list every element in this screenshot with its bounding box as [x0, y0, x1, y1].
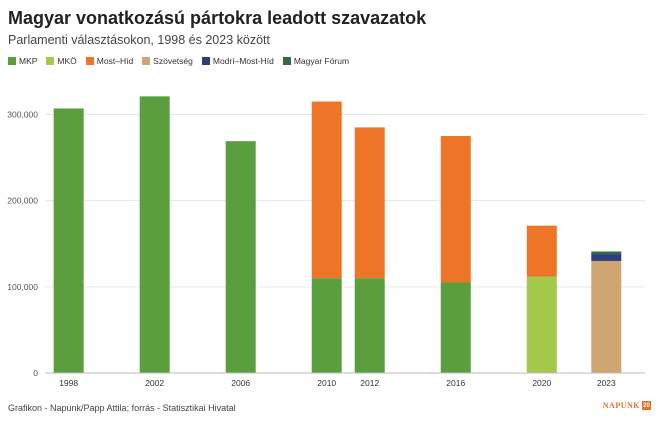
- bar-segment[interactable]: [526, 225, 557, 277]
- y-tick-label: 200,000: [7, 196, 38, 206]
- legend-label-magyar-forum: Magyar Fórum: [293, 56, 350, 66]
- legend-swatch-szovetseg: [142, 57, 151, 65]
- bar-segment[interactable]: [591, 251, 622, 255]
- legend-label-most-hid: Most–Híd: [96, 56, 134, 66]
- x-tick-label: 1998: [59, 378, 78, 388]
- bar-segment[interactable]: [225, 141, 256, 373]
- x-tick-label: 2020: [532, 378, 551, 388]
- legend: MKP MKÖ Most–Híd Szövetség Modrí–Most-Hí…: [8, 56, 349, 66]
- logo-text: NAPUNK: [602, 401, 640, 410]
- bar-segment[interactable]: [354, 127, 385, 279]
- legend-item-modri-most-hid[interactable]: Modrí–Most-Híd: [201, 56, 274, 66]
- napunk-logo: NAPUNK 20: [603, 401, 651, 410]
- x-tick-label: 2012: [360, 378, 379, 388]
- legend-item-szovetseg[interactable]: Szövetség: [142, 56, 193, 66]
- x-tick-label: 2006: [231, 378, 250, 388]
- bar-segment[interactable]: [440, 136, 471, 283]
- bar-segment[interactable]: [591, 254, 622, 261]
- bar-segment[interactable]: [53, 108, 84, 373]
- x-tick-label: 2010: [317, 378, 336, 388]
- x-tick-label: 2023: [597, 378, 616, 388]
- bar-segment[interactable]: [440, 282, 471, 373]
- bar-segment[interactable]: [526, 276, 557, 373]
- legend-item-magyar-forum[interactable]: Magyar Fórum: [282, 56, 350, 66]
- chart-title: Magyar vonatkozású pártokra leadott szav…: [8, 8, 427, 28]
- legend-swatch-mkp: [8, 57, 16, 65]
- legend-item-mkp[interactable]: MKP: [8, 56, 37, 66]
- legend-item-most-hid[interactable]: Most–Híd: [85, 56, 134, 66]
- legend-swatch-modri-most-hid: [201, 57, 210, 65]
- bar-segment[interactable]: [311, 278, 342, 373]
- bar-segment[interactable]: [354, 278, 385, 373]
- x-tick-label: 2016: [446, 378, 465, 388]
- x-tick-label: 2002: [145, 378, 164, 388]
- bar-segment[interactable]: [311, 101, 342, 279]
- legend-swatch-most-hid: [85, 57, 94, 65]
- bar-segment[interactable]: [139, 96, 170, 373]
- legend-label-modri-most-hid: Modrí–Most-Híd: [212, 56, 274, 66]
- chart-subtitle: Parlamenti választásokon, 1998 és 2023 k…: [8, 33, 270, 47]
- legend-label-mko: MKÖ: [57, 56, 77, 66]
- y-tick-label: 100,000: [7, 282, 38, 292]
- logo-badge: 20: [642, 401, 651, 410]
- source-credit: Grafikon - Napunk/Papp Attila; forrás - …: [8, 403, 236, 413]
- bar-segment[interactable]: [591, 260, 622, 373]
- y-tick-label: 300,000: [7, 109, 38, 119]
- y-tick-label: 0: [33, 368, 38, 378]
- legend-label-mkp: MKP: [19, 56, 38, 66]
- legend-swatch-mko: [46, 57, 55, 65]
- legend-swatch-magyar-forum: [282, 57, 291, 65]
- legend-item-mko[interactable]: MKÖ: [46, 56, 77, 66]
- legend-label-szovetseg: Szövetség: [153, 56, 193, 66]
